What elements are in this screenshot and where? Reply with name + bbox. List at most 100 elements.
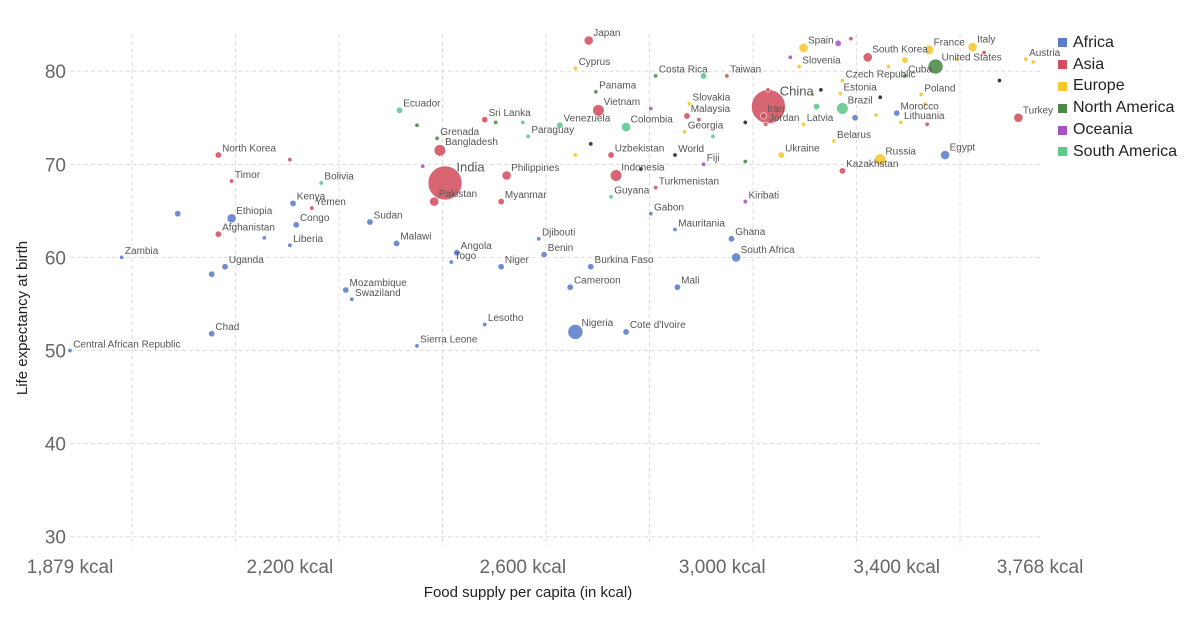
x-axis-title: Food supply per capita (in kcal) bbox=[424, 584, 632, 601]
point-label: Cyprus bbox=[579, 57, 611, 68]
data-point bbox=[608, 194, 614, 200]
legend-item[interactable]: Asia bbox=[1058, 54, 1177, 76]
legend-label: Oceania bbox=[1073, 121, 1133, 139]
point-label: Congo bbox=[300, 213, 330, 224]
point-label: France bbox=[934, 37, 966, 48]
data-point bbox=[653, 185, 659, 191]
point-label: Afghanistan bbox=[222, 222, 275, 233]
data-point bbox=[839, 78, 845, 84]
data-point bbox=[683, 112, 691, 120]
point-label: Myanmar bbox=[505, 190, 547, 201]
legend-item[interactable]: Africa bbox=[1058, 32, 1177, 54]
point-label: Latvia bbox=[807, 113, 834, 124]
data-point bbox=[765, 87, 771, 93]
point-label: Turkmenistan bbox=[659, 176, 719, 187]
data-point bbox=[967, 42, 978, 52]
point-label: Guyana bbox=[614, 186, 649, 197]
data-point bbox=[874, 153, 887, 166]
data-point bbox=[393, 239, 401, 247]
legend-swatch bbox=[1058, 60, 1067, 70]
point-label: Georgia bbox=[688, 121, 724, 132]
data-point bbox=[434, 135, 440, 141]
point-label: Kazakhstan bbox=[846, 159, 898, 170]
data-point bbox=[1013, 112, 1024, 123]
point-label: Ecuador bbox=[403, 99, 441, 110]
data-point bbox=[482, 321, 488, 327]
data-point bbox=[648, 211, 654, 217]
point-label: Uganda bbox=[229, 255, 264, 266]
point-label: Cuba bbox=[908, 65, 932, 76]
data-point bbox=[682, 129, 688, 135]
data-point bbox=[208, 270, 216, 278]
data-point bbox=[174, 210, 182, 218]
data-point bbox=[349, 296, 355, 302]
legend-item[interactable]: South America bbox=[1058, 141, 1177, 163]
point-label: Kenya bbox=[297, 192, 326, 203]
point-label: Swaziland bbox=[355, 288, 401, 299]
point-label: Venezuela bbox=[564, 113, 611, 124]
x-tick-label: 1,879 kcal bbox=[27, 557, 114, 578]
point-label: North Korea bbox=[222, 143, 276, 154]
data-point bbox=[981, 50, 987, 56]
data-point bbox=[922, 101, 928, 107]
point-label: Gabon bbox=[654, 202, 684, 213]
data-point bbox=[536, 236, 542, 242]
data-point bbox=[638, 166, 644, 172]
legend-item[interactable]: North America bbox=[1058, 97, 1177, 119]
data-point bbox=[309, 205, 315, 211]
data-point bbox=[672, 226, 678, 232]
data-point bbox=[208, 330, 216, 338]
data-point bbox=[583, 35, 594, 46]
data-point bbox=[221, 263, 229, 271]
data-point bbox=[214, 151, 222, 159]
legend-label: Africa bbox=[1073, 33, 1114, 51]
y-tick-label: 60 bbox=[45, 248, 66, 269]
point-label: Uzbekistan bbox=[615, 143, 664, 154]
point-label: Vietnam bbox=[604, 97, 641, 108]
point-label: Pakistan bbox=[439, 189, 477, 200]
data-point bbox=[420, 163, 426, 169]
data-point bbox=[724, 73, 730, 79]
data-point bbox=[742, 119, 748, 125]
point-label: Kiribati bbox=[748, 190, 779, 201]
data-point bbox=[119, 254, 125, 260]
point-label: Costa Rica bbox=[659, 65, 708, 76]
data-point bbox=[787, 54, 793, 60]
data-point bbox=[287, 242, 293, 248]
point-label: Yemen bbox=[315, 197, 346, 208]
point-label: Slovakia bbox=[693, 93, 731, 104]
legend-item[interactable]: Europe bbox=[1058, 76, 1177, 98]
point-label: China bbox=[780, 83, 815, 98]
data-point bbox=[924, 44, 935, 55]
data-point bbox=[1023, 56, 1029, 62]
data-point bbox=[556, 121, 564, 129]
point-label: Czech Republic bbox=[846, 69, 916, 80]
data-point bbox=[759, 112, 767, 120]
data-point bbox=[67, 348, 73, 354]
data-point bbox=[837, 91, 843, 97]
point-label: Iran bbox=[767, 104, 784, 115]
legend-label: Europe bbox=[1073, 77, 1125, 95]
x-tick-label: 3,768 kcal bbox=[997, 557, 1084, 578]
data-point bbox=[877, 94, 883, 100]
point-label: Ethiopia bbox=[236, 206, 273, 217]
legend-item[interactable]: Oceania bbox=[1058, 119, 1177, 141]
point-label: Burkina Faso bbox=[595, 255, 654, 266]
legend-label: North America bbox=[1073, 99, 1175, 117]
point-label: Benin bbox=[548, 243, 574, 254]
data-point bbox=[686, 101, 692, 107]
data-point bbox=[229, 178, 235, 184]
data-point bbox=[621, 122, 631, 132]
data-point bbox=[481, 116, 489, 124]
point-label: Cameroon bbox=[574, 275, 621, 286]
data-point bbox=[653, 73, 659, 79]
data-point bbox=[710, 133, 716, 139]
data-point bbox=[818, 87, 824, 93]
data-point bbox=[287, 157, 293, 163]
point-label: Ukraine bbox=[785, 143, 820, 154]
data-point bbox=[648, 105, 654, 111]
data-point bbox=[567, 324, 584, 340]
data-point bbox=[893, 109, 901, 117]
data-point bbox=[918, 92, 924, 98]
data-point bbox=[587, 263, 595, 271]
